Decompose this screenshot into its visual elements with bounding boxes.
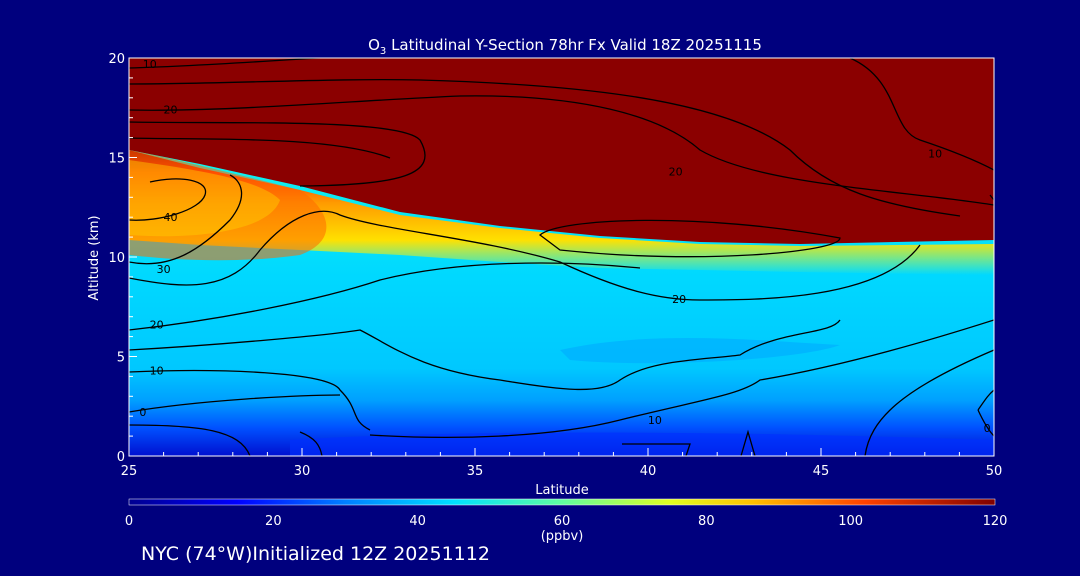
- contour-label: 20: [164, 104, 178, 117]
- x-tick-label: 50: [986, 464, 1003, 479]
- chart-title: O3 Latitudinal Y-Section 78hr Fx Valid 1…: [368, 36, 762, 57]
- y-tick-label: 10: [108, 251, 125, 266]
- contour-line: [864, 349, 994, 456]
- contour-line: [989, 194, 994, 201]
- contour-line: [129, 394, 341, 413]
- colorbar-unit-label: (ppbv): [541, 529, 584, 544]
- x-axis: 25 30 35 40 45 50: [121, 448, 1003, 479]
- contour-line: [129, 319, 841, 391]
- contour-line: [129, 95, 994, 206]
- contour-line: [129, 369, 371, 431]
- contour-label: 0: [139, 406, 146, 419]
- y-axis-label: Altitude (km): [87, 215, 102, 300]
- colorbar: [128, 498, 996, 506]
- contour-label: 10: [143, 58, 157, 71]
- contour-label: 20: [669, 165, 683, 178]
- contour-line: [299, 431, 323, 456]
- y-tick-label: 20: [108, 52, 125, 67]
- contour-label: 40: [164, 211, 178, 224]
- x-tick-label: 35: [467, 464, 484, 479]
- contour-label: 20: [672, 293, 686, 306]
- tropopause-transition-band: [129, 150, 994, 275]
- contour-label: 20: [150, 319, 164, 332]
- contour-labels: 10 20 40 30 20 10 0 20 20 10 10 0: [139, 58, 990, 435]
- colorbar-tick-label: 80: [698, 514, 715, 529]
- contour-line: [977, 409, 994, 437]
- colorbar-tick-label: 40: [409, 514, 426, 529]
- footer-initialization-text: NYC (74°W)Initialized 12Z 20251112: [141, 543, 490, 565]
- contour-label: 10: [150, 364, 164, 377]
- y-axis: 0 5 10 15 20: [108, 52, 137, 465]
- y-tick-label: 0: [117, 450, 125, 465]
- contour-line: [849, 58, 994, 171]
- ozone-field: [129, 58, 994, 456]
- colorbar-tick-label: 60: [554, 514, 571, 529]
- contour-line: [977, 389, 994, 411]
- contour-line: [129, 58, 321, 69]
- low-ozone-mid-region: [560, 338, 840, 364]
- contour-label: 10: [648, 414, 662, 427]
- x-tick-label: 30: [294, 464, 311, 479]
- colorbar-tick-label: 120: [983, 514, 1008, 529]
- contour-label: 0: [984, 422, 991, 435]
- contour-line: [369, 319, 994, 439]
- x-tick-label: 40: [640, 464, 657, 479]
- colorbar-tick-label: 0: [125, 514, 133, 529]
- x-tick-label: 45: [813, 464, 830, 479]
- contour-line: [622, 443, 691, 456]
- contour-line: [129, 424, 251, 456]
- x-tick-label: 25: [121, 464, 138, 479]
- contour-lines: [129, 58, 994, 456]
- contour-line: [129, 174, 243, 265]
- contour-line: [129, 178, 207, 221]
- y-tick-label: 5: [117, 351, 125, 366]
- contour-line: [740, 429, 756, 456]
- y-tick-label: 15: [108, 152, 125, 167]
- x-axis-label: Latitude: [535, 483, 589, 498]
- contour-line: [129, 210, 921, 301]
- stratosphere-fill: [129, 58, 994, 244]
- contour-line: [538, 219, 841, 258]
- contour-label: 10: [928, 148, 942, 161]
- contour-line: [129, 262, 641, 331]
- contour-label: 30: [157, 263, 171, 276]
- colorbar-tick-label: 100: [838, 514, 863, 529]
- contour-line: [129, 137, 391, 159]
- colorbar-ticks: 0 20 40 60 80 100 120: [125, 514, 1008, 529]
- colorbar-tick-label: 20: [265, 514, 282, 529]
- contour-line: [129, 121, 426, 187]
